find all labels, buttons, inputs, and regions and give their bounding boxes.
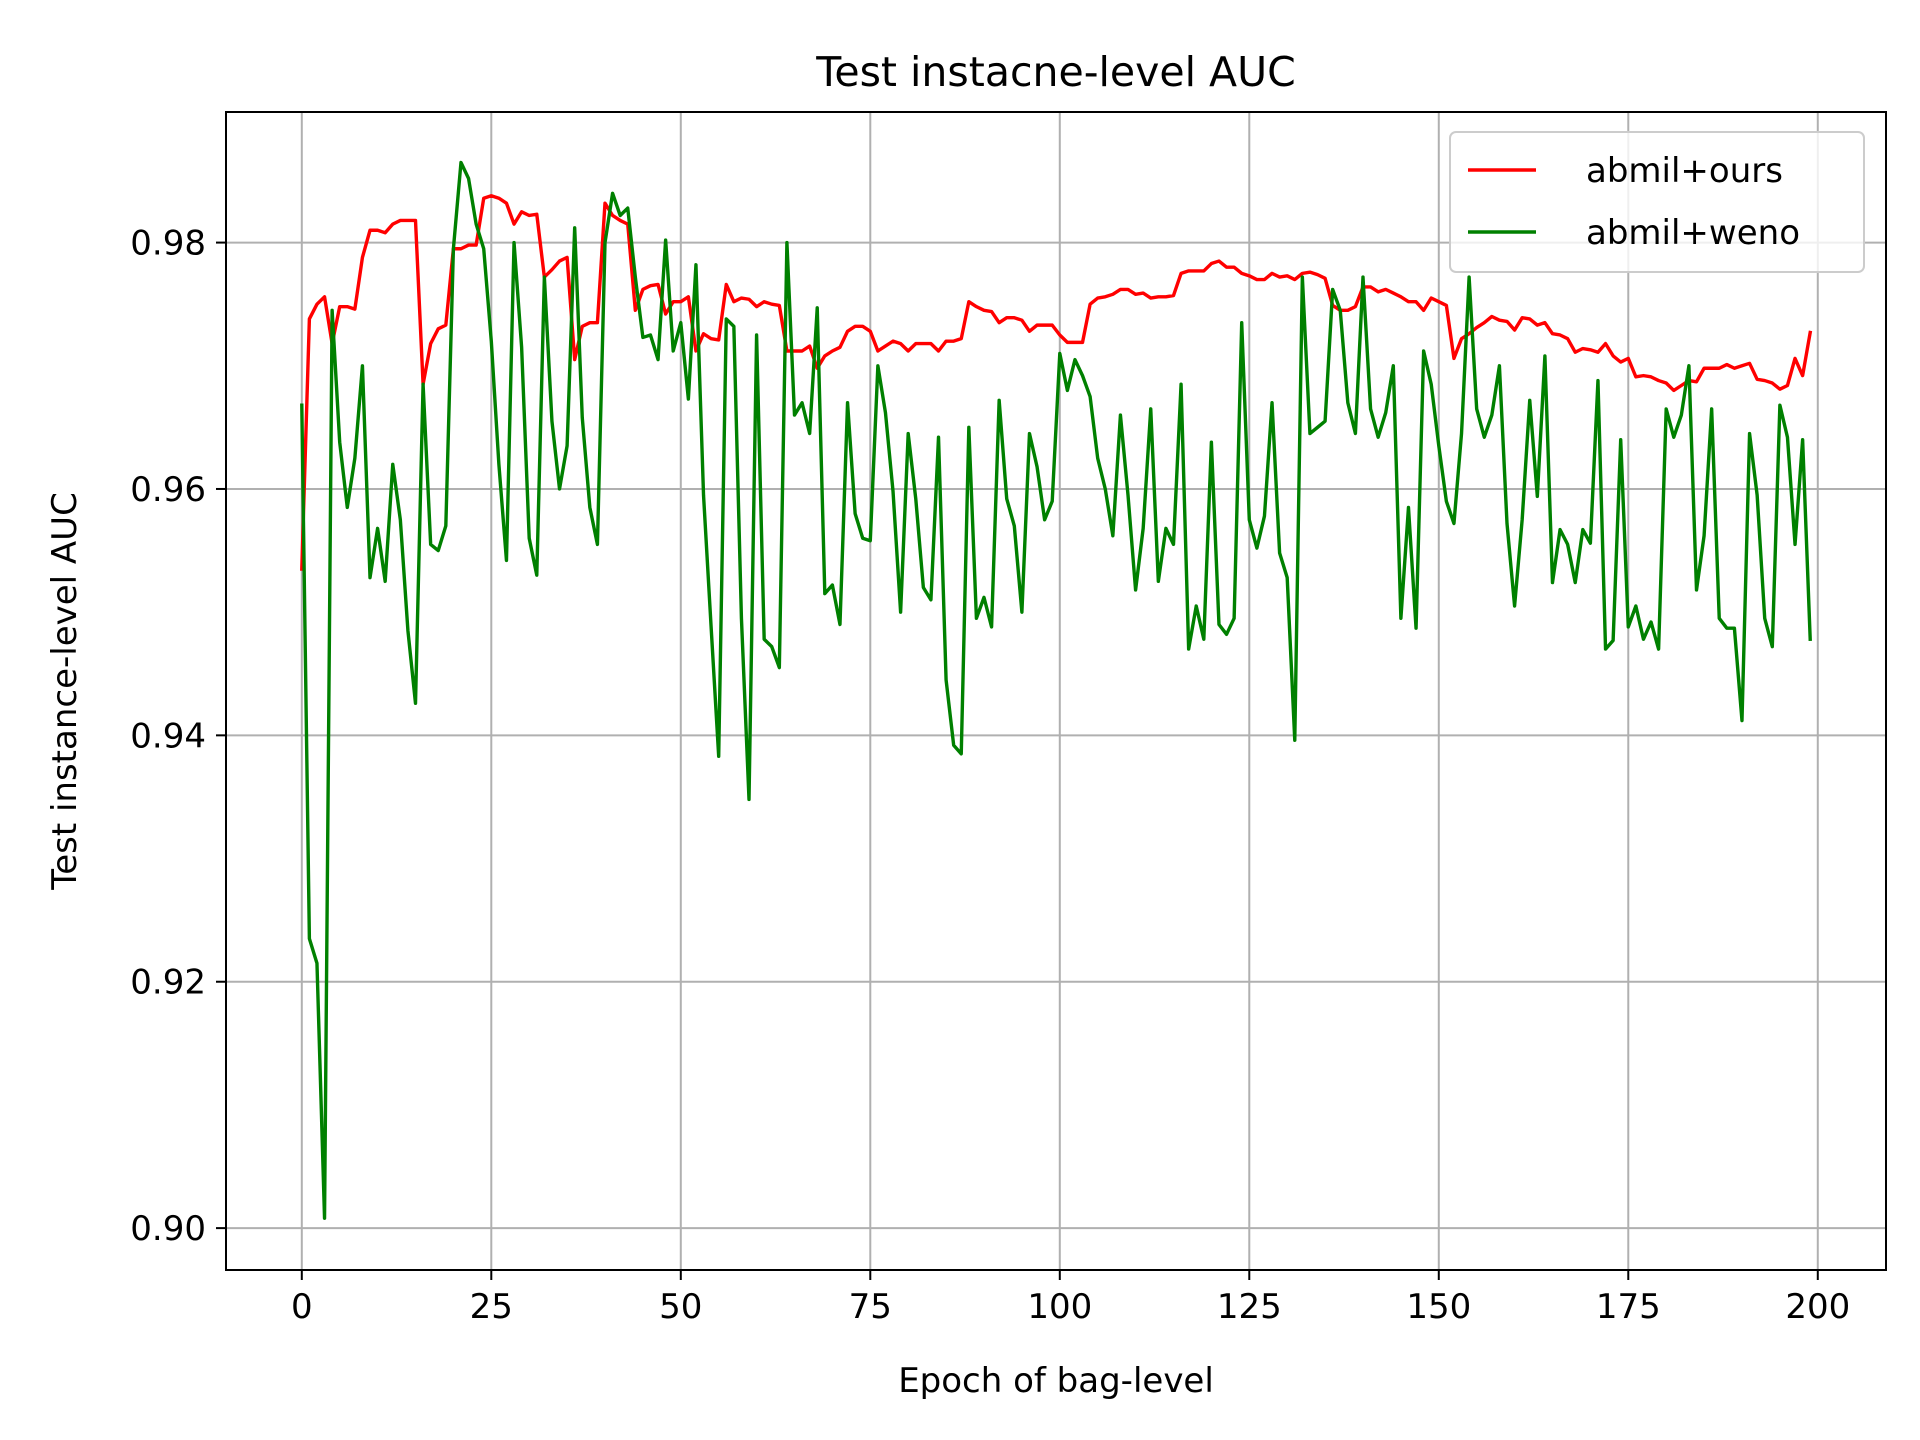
x-tick-label: 25 (470, 1287, 513, 1327)
grid-lines (226, 112, 1886, 1270)
axis-ticks: 0 25 50 75 100 125 150 175 200 0.90 0.92 0.94 0.96 0.… (130, 224, 1850, 1327)
y-tick-label: 0.98 (130, 224, 206, 264)
legend-label: abmil+ours (1586, 151, 1783, 191)
x-tick-label: 175 (1596, 1287, 1661, 1327)
chart-title: Test instacne-level AUC (815, 48, 1295, 96)
y-tick-label: 0.92 (130, 963, 206, 1003)
x-tick-label: 50 (659, 1287, 702, 1327)
x-tick-label: 150 (1406, 1287, 1471, 1327)
series-line-abmil-weno (300, 160, 1812, 1220)
y-tick-label: 0.94 (130, 716, 206, 756)
x-tick-label: 125 (1217, 1287, 1282, 1327)
x-axis-title: Epoch of bag-level (898, 1361, 1214, 1401)
series-line-abmil-ours (300, 194, 1813, 571)
legend-label: abmil+weno (1586, 213, 1800, 253)
x-tick-label: 75 (849, 1287, 892, 1327)
series-lines (300, 160, 1813, 1220)
legend: abmil+ours abmil+weno (1449, 131, 1865, 273)
y-axis-title: Test instance-level AUC (45, 492, 85, 891)
x-tick-label: 100 (1027, 1287, 1092, 1327)
plot-frame (225, 111, 1887, 1271)
legend-box (1449, 131, 1865, 273)
x-tick-label: 0 (291, 1287, 313, 1327)
x-tick-label: 200 (1785, 1287, 1850, 1327)
y-tick-label: 0.90 (130, 1209, 206, 1249)
y-tick-label: 0.96 (130, 470, 206, 510)
